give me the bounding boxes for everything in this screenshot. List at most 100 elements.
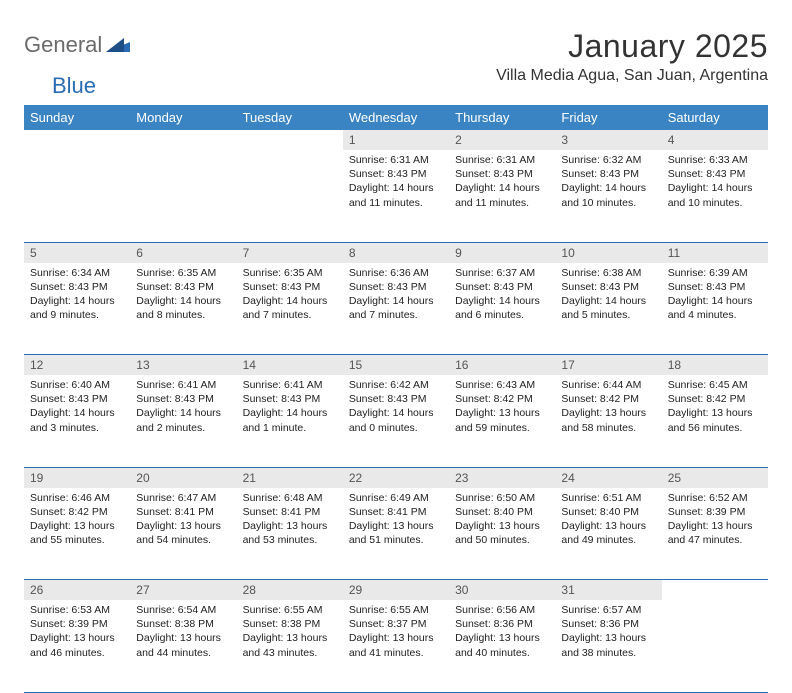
- daylight-text: Daylight: 14 hours and 4 minutes.: [668, 294, 762, 322]
- sunset-text: Sunset: 8:42 PM: [668, 392, 762, 406]
- day-data: Sunrise: 6:39 AMSunset: 8:43 PMDaylight:…: [662, 263, 768, 329]
- daylight-text: Daylight: 13 hours and 54 minutes.: [136, 519, 230, 547]
- weekday-header: Monday: [130, 105, 236, 130]
- day-number-cell: 26: [24, 580, 130, 601]
- day-data-cell: Sunrise: 6:46 AMSunset: 8:42 PMDaylight:…: [24, 488, 130, 580]
- day-data-cell: Sunrise: 6:33 AMSunset: 8:43 PMDaylight:…: [662, 150, 768, 242]
- day-number-cell: [24, 130, 130, 150]
- day-number-cell: 3: [555, 130, 661, 150]
- day-number-cell: [237, 130, 343, 150]
- day-number: 22: [343, 468, 449, 488]
- day-number: [662, 580, 768, 586]
- day-number-row: 567891011: [24, 242, 768, 263]
- day-data: Sunrise: 6:35 AMSunset: 8:43 PMDaylight:…: [130, 263, 236, 329]
- weekday-header: Tuesday: [237, 105, 343, 130]
- sunset-text: Sunset: 8:43 PM: [243, 280, 337, 294]
- location: Villa Media Agua, San Juan, Argentina: [496, 67, 768, 85]
- day-number-cell: 2: [449, 130, 555, 150]
- sunset-text: Sunset: 8:43 PM: [136, 392, 230, 406]
- day-number: 3: [555, 130, 661, 150]
- daylight-text: Daylight: 14 hours and 10 minutes.: [668, 181, 762, 209]
- sunset-text: Sunset: 8:43 PM: [349, 167, 443, 181]
- sunrise-text: Sunrise: 6:52 AM: [668, 491, 762, 505]
- day-number-cell: 1: [343, 130, 449, 150]
- day-number: 26: [24, 580, 130, 600]
- daylight-text: Daylight: 14 hours and 6 minutes.: [455, 294, 549, 322]
- day-data-cell: Sunrise: 6:54 AMSunset: 8:38 PMDaylight:…: [130, 600, 236, 692]
- sunrise-text: Sunrise: 6:48 AM: [243, 491, 337, 505]
- sunrise-text: Sunrise: 6:41 AM: [136, 378, 230, 392]
- day-data-cell: Sunrise: 6:44 AMSunset: 8:42 PMDaylight:…: [555, 375, 661, 467]
- day-number: [237, 130, 343, 136]
- calendar-head: SundayMondayTuesdayWednesdayThursdayFrid…: [24, 105, 768, 130]
- sunrise-text: Sunrise: 6:51 AM: [561, 491, 655, 505]
- day-data-cell: Sunrise: 6:40 AMSunset: 8:43 PMDaylight:…: [24, 375, 130, 467]
- daylight-text: Daylight: 13 hours and 40 minutes.: [455, 631, 549, 659]
- day-data-cell: [130, 150, 236, 242]
- day-data-cell: Sunrise: 6:55 AMSunset: 8:37 PMDaylight:…: [343, 600, 449, 692]
- day-number: 17: [555, 355, 661, 375]
- day-number-cell: 5: [24, 242, 130, 263]
- month-title: January 2025: [496, 28, 768, 65]
- day-number-cell: 14: [237, 355, 343, 376]
- day-data: Sunrise: 6:53 AMSunset: 8:39 PMDaylight:…: [24, 600, 130, 666]
- daylight-text: Daylight: 14 hours and 11 minutes.: [349, 181, 443, 209]
- daylight-text: Daylight: 13 hours and 53 minutes.: [243, 519, 337, 547]
- day-number-cell: 11: [662, 242, 768, 263]
- day-number-cell: 29: [343, 580, 449, 601]
- sunset-text: Sunset: 8:41 PM: [136, 505, 230, 519]
- day-number-cell: 20: [130, 467, 236, 488]
- day-data-cell: Sunrise: 6:49 AMSunset: 8:41 PMDaylight:…: [343, 488, 449, 580]
- day-number-cell: 16: [449, 355, 555, 376]
- day-data: Sunrise: 6:41 AMSunset: 8:43 PMDaylight:…: [130, 375, 236, 441]
- day-data-cell: Sunrise: 6:55 AMSunset: 8:38 PMDaylight:…: [237, 600, 343, 692]
- calendar-table: SundayMondayTuesdayWednesdayThursdayFrid…: [24, 105, 768, 693]
- daylight-text: Daylight: 13 hours and 59 minutes.: [455, 406, 549, 434]
- logo-text-general: General: [24, 32, 102, 58]
- sunrise-text: Sunrise: 6:42 AM: [349, 378, 443, 392]
- calendar-body: 1234Sunrise: 6:31 AMSunset: 8:43 PMDayli…: [24, 130, 768, 692]
- sunset-text: Sunset: 8:38 PM: [136, 617, 230, 631]
- daylight-text: Daylight: 13 hours and 46 minutes.: [30, 631, 124, 659]
- sunset-text: Sunset: 8:42 PM: [561, 392, 655, 406]
- day-number: 15: [343, 355, 449, 375]
- day-number: 6: [130, 243, 236, 263]
- daylight-text: Daylight: 14 hours and 10 minutes.: [561, 181, 655, 209]
- day-data: Sunrise: 6:40 AMSunset: 8:43 PMDaylight:…: [24, 375, 130, 441]
- day-data-cell: Sunrise: 6:32 AMSunset: 8:43 PMDaylight:…: [555, 150, 661, 242]
- weekday-header: Friday: [555, 105, 661, 130]
- day-number: 19: [24, 468, 130, 488]
- sunrise-text: Sunrise: 6:54 AM: [136, 603, 230, 617]
- day-number: 11: [662, 243, 768, 263]
- day-number-cell: 31: [555, 580, 661, 601]
- day-number-cell: 17: [555, 355, 661, 376]
- day-number: 7: [237, 243, 343, 263]
- day-number: 5: [24, 243, 130, 263]
- day-number-cell: 30: [449, 580, 555, 601]
- day-number-cell: [130, 130, 236, 150]
- day-number-cell: [662, 580, 768, 601]
- day-data: Sunrise: 6:49 AMSunset: 8:41 PMDaylight:…: [343, 488, 449, 554]
- day-number-cell: 9: [449, 242, 555, 263]
- day-data-cell: Sunrise: 6:50 AMSunset: 8:40 PMDaylight:…: [449, 488, 555, 580]
- day-data-cell: [24, 150, 130, 242]
- day-number-cell: 28: [237, 580, 343, 601]
- sunset-text: Sunset: 8:43 PM: [243, 392, 337, 406]
- sunrise-text: Sunrise: 6:37 AM: [455, 266, 549, 280]
- day-data: Sunrise: 6:50 AMSunset: 8:40 PMDaylight:…: [449, 488, 555, 554]
- day-data-cell: Sunrise: 6:52 AMSunset: 8:39 PMDaylight:…: [662, 488, 768, 580]
- day-data-cell: Sunrise: 6:42 AMSunset: 8:43 PMDaylight:…: [343, 375, 449, 467]
- logo-text-blue: Blue: [52, 73, 96, 99]
- day-data-row: Sunrise: 6:40 AMSunset: 8:43 PMDaylight:…: [24, 375, 768, 467]
- daylight-text: Daylight: 14 hours and 5 minutes.: [561, 294, 655, 322]
- day-data-row: Sunrise: 6:34 AMSunset: 8:43 PMDaylight:…: [24, 263, 768, 355]
- day-data: Sunrise: 6:31 AMSunset: 8:43 PMDaylight:…: [449, 150, 555, 216]
- sunrise-text: Sunrise: 6:50 AM: [455, 491, 549, 505]
- day-data: Sunrise: 6:31 AMSunset: 8:43 PMDaylight:…: [343, 150, 449, 216]
- day-data-row: Sunrise: 6:31 AMSunset: 8:43 PMDaylight:…: [24, 150, 768, 242]
- sunset-text: Sunset: 8:38 PM: [243, 617, 337, 631]
- day-data: Sunrise: 6:34 AMSunset: 8:43 PMDaylight:…: [24, 263, 130, 329]
- day-data-cell: Sunrise: 6:41 AMSunset: 8:43 PMDaylight:…: [237, 375, 343, 467]
- day-number-cell: 18: [662, 355, 768, 376]
- day-data-row: Sunrise: 6:46 AMSunset: 8:42 PMDaylight:…: [24, 488, 768, 580]
